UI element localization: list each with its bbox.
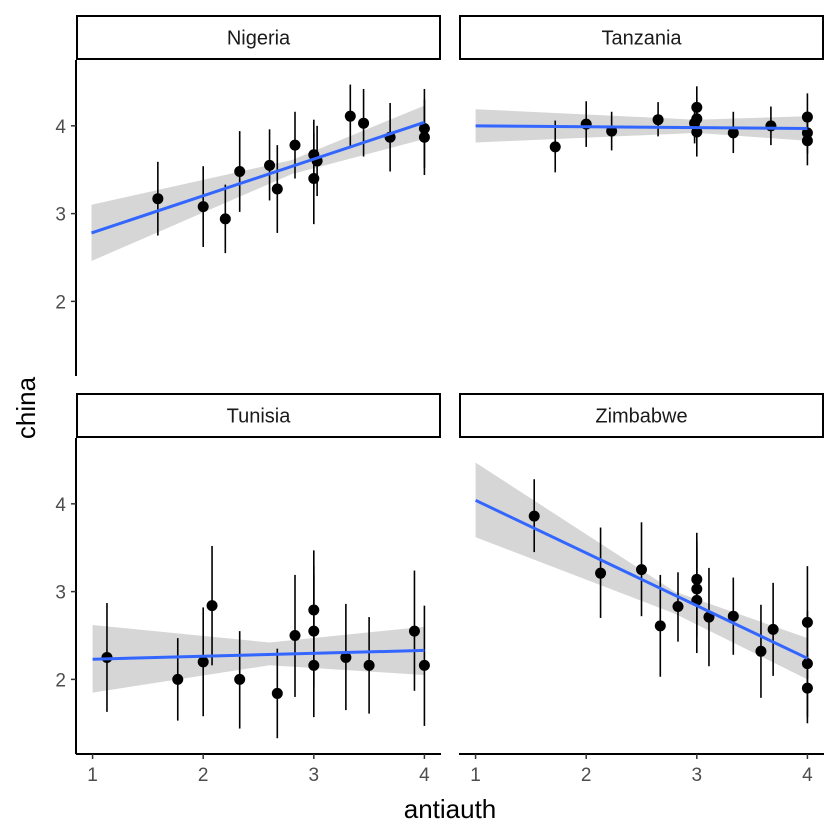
fit-line-tanzania — [475, 124, 808, 130]
x-tick-label-zimbabwe-4: 4 — [802, 765, 813, 786]
data-point-tanzania-11 — [801, 127, 813, 139]
data-point-tunisia-8 — [308, 625, 320, 637]
data-point-tunisia-5 — [271, 687, 283, 699]
data-point-zimbabwe-2 — [636, 564, 647, 576]
y-tick-label-tunisia-2: 2 — [55, 670, 66, 691]
data-point-zimbabwe-13 — [801, 658, 813, 670]
data-point-nigeria-10 — [344, 110, 356, 122]
data-point-tanzania-10 — [801, 111, 813, 123]
y-tick-label-tunisia-3: 3 — [55, 583, 66, 604]
data-point-tunisia-10 — [340, 651, 352, 663]
panel-zimbabwe: Zimbabwe 1 2 3 4 — [459, 393, 824, 786]
data-point-zimbabwe-4 — [672, 601, 684, 613]
data-point-zimbabwe-5 — [691, 573, 703, 585]
strip-label-tunisia: Tunisia — [227, 406, 292, 428]
data-point-nigeria-1 — [197, 201, 209, 213]
y-axis-title: china — [11, 376, 41, 439]
data-point-tanzania-0 — [549, 141, 561, 153]
data-point-tunisia-2 — [197, 656, 209, 668]
data-point-zimbabwe-6 — [691, 583, 703, 595]
data-point-zimbabwe-3 — [654, 620, 666, 632]
x-tick-label-zimbabwe-3: 3 — [692, 765, 703, 786]
data-point-tanzania-12 — [801, 135, 813, 147]
data-point-nigeria-4 — [264, 159, 276, 171]
data-point-zimbabwe-9 — [727, 610, 739, 622]
y-tick-label-nigeria-3: 3 — [55, 205, 66, 226]
data-point-nigeria-14 — [418, 131, 430, 143]
data-point-tunisia-11 — [363, 659, 375, 671]
data-point-nigeria-11 — [358, 117, 370, 129]
data-point-nigeria-8 — [308, 173, 320, 184]
strip-tanzania — [459, 15, 824, 60]
data-point-tanzania-7 — [691, 126, 703, 138]
strip-label-zimbabwe: Zimbabwe — [595, 406, 687, 428]
data-point-zimbabwe-1 — [595, 567, 607, 579]
panel-tanzania: Tanzania — [459, 15, 824, 173]
x-tick-label-tunisia-4: 4 — [419, 765, 430, 786]
data-point-nigeria-3 — [234, 165, 246, 177]
x-axis-title: antiauth — [404, 794, 497, 824]
strip-label-tanzania: Tanzania — [601, 28, 682, 50]
x-tick-label-zimbabwe-1: 1 — [470, 765, 481, 786]
data-point-tunisia-1 — [172, 673, 184, 685]
x-tick-label-tunisia-2: 2 — [198, 765, 209, 786]
y-tick-label-nigeria-2: 2 — [55, 292, 66, 313]
data-point-nigeria-2 — [219, 213, 231, 225]
data-point-tanzania-3 — [652, 114, 664, 126]
data-point-zimbabwe-12 — [801, 616, 813, 628]
data-point-nigeria-6 — [289, 139, 301, 151]
strip-nigeria — [76, 15, 441, 60]
data-point-zimbabwe-14 — [801, 682, 813, 694]
fit-line-nigeria — [91, 120, 425, 235]
data-point-nigeria-0 — [152, 193, 164, 205]
data-point-tunisia-4 — [234, 673, 246, 685]
data-point-tunisia-3 — [206, 600, 218, 612]
data-point-tanzania-5 — [691, 101, 703, 113]
data-point-zimbabwe-11 — [767, 623, 779, 635]
panel-nigeria: Nigeria 2 3 4 — [55, 15, 441, 376]
data-point-zimbabwe-0 — [528, 510, 540, 522]
data-point-tunisia-7 — [308, 604, 320, 616]
x-tick-label-zimbabwe-2: 2 — [581, 765, 592, 786]
x-tick-label-tunisia-1: 1 — [87, 765, 98, 786]
data-point-tunisia-13 — [418, 659, 430, 671]
data-point-tunisia-6 — [289, 630, 301, 641]
data-point-nigeria-5 — [271, 183, 283, 195]
fit-line-tunisia — [92, 648, 425, 661]
data-point-tunisia-9 — [308, 659, 320, 671]
data-point-tunisia-12 — [408, 625, 420, 637]
data-point-tanzania-6 — [691, 113, 703, 125]
y-tick-label-nigeria-4: 4 — [55, 117, 66, 138]
panel-tunisia: Tunisia 2 3 4 1 2 3 4 — [55, 393, 441, 786]
data-point-nigeria-13 — [418, 122, 430, 134]
x-tick-label-tunisia-3: 3 — [309, 765, 320, 786]
fit-line-zimbabwe — [474, 498, 809, 660]
data-point-zimbabwe-10 — [755, 645, 767, 657]
y-tick-label-tunisia-4: 4 — [55, 495, 66, 516]
data-point-tanzania-8 — [727, 127, 739, 139]
confidence-ribbon-nigeria — [91, 105, 425, 261]
strip-zimbabwe — [459, 393, 824, 438]
strip-tunisia — [76, 393, 441, 438]
strip-label-nigeria: Nigeria — [227, 28, 291, 50]
